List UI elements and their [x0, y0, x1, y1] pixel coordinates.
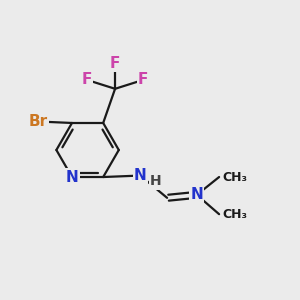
- Text: Br: Br: [28, 114, 47, 129]
- Text: CH₃: CH₃: [222, 170, 247, 184]
- Text: N: N: [134, 168, 147, 183]
- Text: F: F: [138, 72, 148, 87]
- Text: F: F: [110, 56, 120, 71]
- Text: F: F: [82, 72, 92, 87]
- Text: H: H: [150, 175, 162, 188]
- Text: N: N: [190, 188, 203, 202]
- Text: CH₃: CH₃: [222, 208, 247, 221]
- Text: N: N: [66, 169, 78, 184]
